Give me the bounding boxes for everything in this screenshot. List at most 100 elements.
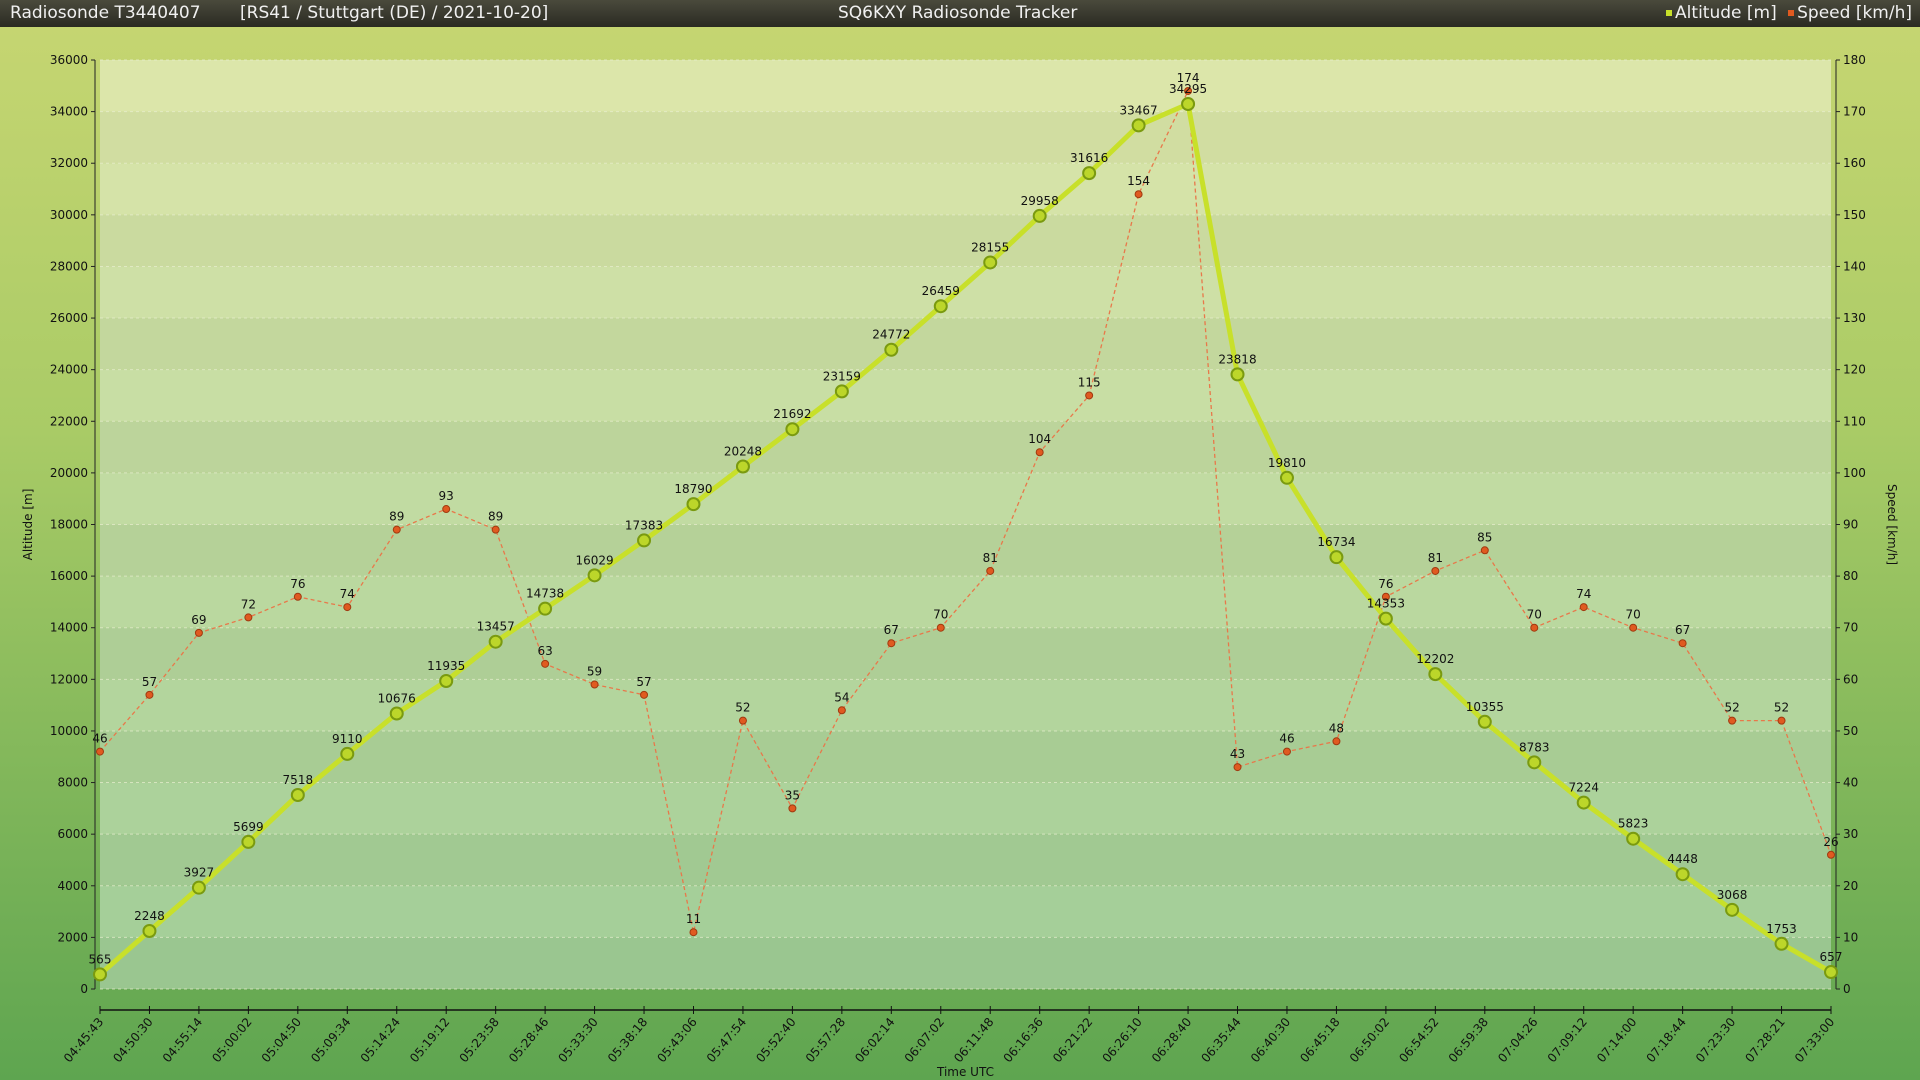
y2-tick-label: 140 (1843, 259, 1866, 273)
speed-data-label: 74 (340, 587, 355, 601)
altitude-data-label: 17383 (625, 518, 663, 532)
speed-point (1233, 763, 1242, 772)
speed-point (244, 613, 253, 622)
y-tick-label: 2000 (57, 930, 88, 944)
altitude-data-label: 14353 (1367, 597, 1405, 611)
grid-band (100, 679, 1831, 731)
speed-point (1579, 603, 1588, 612)
altitude-point (1477, 714, 1492, 729)
speed-point (491, 525, 500, 534)
grid-band (100, 937, 1831, 989)
y2-tick-label: 130 (1843, 311, 1866, 325)
y-tick-label: 32000 (50, 156, 88, 170)
speed-data-label: 43 (1230, 747, 1245, 761)
y2-tick-label: 0 (1843, 982, 1851, 996)
speed-data-label: 35 (785, 788, 800, 802)
y-axis-title: Altitude [m] (21, 489, 35, 561)
altitude-point (93, 967, 107, 982)
altitude-point (1774, 936, 1789, 951)
x-tick-label: 05:33:30 (555, 1015, 600, 1065)
grid-band (100, 576, 1831, 628)
x-tick-label: 05:23:58 (457, 1015, 502, 1065)
speed-data-label: 93 (439, 489, 454, 503)
altitude-point (1378, 611, 1393, 626)
y-tick-label: 34000 (50, 105, 88, 119)
x-tick-label: 07:28:21 (1742, 1015, 1787, 1065)
altitude-point (1626, 831, 1641, 846)
speed-data-label: 89 (389, 510, 404, 524)
altitude-data-label: 18790 (674, 482, 712, 496)
speed-point (1629, 623, 1638, 632)
speed-data-label: 115 (1078, 375, 1101, 389)
x-tick-label: 06:11:48 (951, 1015, 996, 1065)
speed-point (738, 716, 747, 725)
altitude-point (191, 880, 206, 895)
speed-data-label: 63 (537, 644, 552, 658)
x-tick-label: 07:14:00 (1594, 1015, 1639, 1065)
speed-data-label: 52 (1774, 701, 1789, 715)
speed-point (887, 639, 896, 648)
y-tick-label: 0 (80, 982, 88, 996)
speed-data-label: 70 (1626, 608, 1641, 622)
y-tick-label: 18000 (50, 518, 88, 532)
speed-point (1431, 566, 1440, 575)
speed-point (1777, 716, 1786, 725)
altitude-data-label: 3927 (184, 866, 215, 880)
x-tick-label: 07:09:12 (1545, 1015, 1590, 1065)
speed-point (1085, 391, 1094, 400)
altitude-point (1576, 795, 1591, 810)
grid-band (100, 60, 1831, 112)
grid-band (100, 472, 1831, 525)
speed-data-label: 52 (1724, 701, 1739, 715)
altitude-point (1824, 965, 1838, 980)
speed-data-label: 72 (241, 597, 256, 611)
x-tick-label: 05:00:02 (209, 1015, 254, 1065)
x-tick-label: 06:35:44 (1198, 1015, 1243, 1065)
altitude-data-label: 26459 (922, 284, 960, 298)
altitude-point (1279, 470, 1294, 485)
speed-data-label: 57 (636, 675, 651, 689)
app-title: SQ6KXY Radiosonde Tracker (838, 3, 1078, 23)
altitude-legend-swatch (1666, 10, 1673, 16)
y-tick-label: 16000 (50, 569, 88, 583)
x-tick-label: 05:28:46 (506, 1015, 551, 1065)
x-tick-label: 06:07:02 (902, 1015, 947, 1065)
y-tick-label: 14000 (50, 621, 88, 635)
altitude-point (884, 342, 899, 357)
altitude-data-label: 7224 (1568, 781, 1599, 795)
altitude-data-label: 23159 (823, 369, 861, 383)
speed-point (343, 603, 352, 612)
x-tick-label: 07:04:26 (1495, 1015, 1540, 1065)
altitude-data-label: 1753 (1766, 922, 1797, 936)
altitude-data-label: 16734 (1317, 535, 1355, 549)
speed-data-label: 70 (1527, 608, 1542, 622)
y2-tick-label: 50 (1843, 724, 1858, 738)
speed-point (936, 623, 945, 632)
speed-point (1728, 716, 1737, 725)
speed-data-label: 67 (884, 623, 899, 637)
speed-point (293, 592, 302, 601)
altitude-point (983, 255, 998, 270)
speed-point (1530, 623, 1539, 632)
altitude-point (1725, 902, 1740, 917)
y2-tick-label: 120 (1843, 363, 1866, 377)
grid-band (100, 318, 1831, 370)
sonde-info: [RS41 / Stuttgart (DE) / 2021-10-20] (240, 3, 549, 23)
grid-band (100, 421, 1831, 473)
altitude-point (637, 533, 652, 548)
grid-band (100, 782, 1831, 835)
speed-data-label: 11 (686, 912, 701, 926)
altitude-data-label: 3068 (1717, 888, 1748, 902)
x-tick-label: 06:16:36 (1001, 1015, 1046, 1065)
speed-data-label: 89 (488, 510, 503, 524)
speed-data-label: 54 (834, 690, 849, 704)
x-tick-label: 06:50:02 (1347, 1015, 1392, 1065)
x-tick-label: 05:19:12 (407, 1015, 452, 1065)
altitude-point (735, 459, 750, 474)
speed-point (541, 659, 550, 668)
altitude-point (142, 923, 157, 938)
x-tick-label: 07:23:30 (1693, 1015, 1738, 1065)
speed-point (96, 747, 104, 756)
grid-band (100, 111, 1831, 164)
altitude-point (587, 568, 602, 583)
